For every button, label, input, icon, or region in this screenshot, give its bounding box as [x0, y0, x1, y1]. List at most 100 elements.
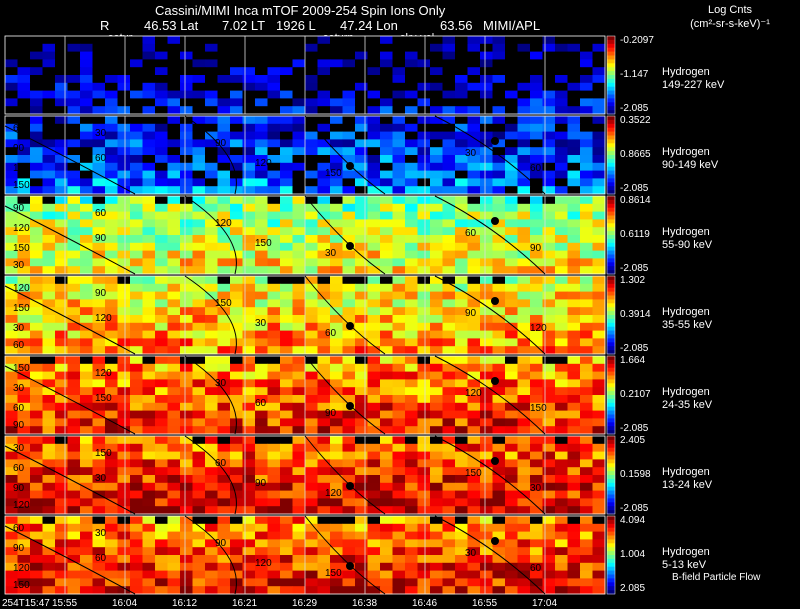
heatmap-cell — [67, 59, 81, 68]
heatmap-cell — [92, 482, 106, 491]
heatmap-cell — [192, 131, 206, 140]
heatmap-cell — [392, 242, 406, 251]
heatmap-cell — [442, 131, 456, 140]
heatmap-cell — [180, 67, 193, 76]
heatmap-cell — [480, 283, 493, 292]
heatmap-cell — [180, 266, 193, 275]
heatmap-cell — [405, 322, 418, 331]
heatmap-cell — [242, 346, 256, 355]
colorbar-swatch — [607, 151, 615, 156]
heatmap-cell — [467, 291, 481, 300]
heatmap-cell — [280, 283, 293, 292]
heatmap-cell — [155, 211, 168, 220]
heatmap-cell — [480, 227, 493, 236]
heatmap-cell — [155, 315, 168, 324]
heatmap-cell — [130, 123, 143, 132]
heatmap-cell — [280, 186, 293, 195]
colorbar-swatch — [607, 106, 615, 111]
heatmap-cell — [430, 59, 443, 68]
heatmap-cell — [5, 147, 18, 156]
heatmap-cell — [42, 283, 56, 292]
heatmap-cell — [305, 211, 318, 220]
heatmap-cell — [380, 98, 393, 107]
heatmap-cell — [5, 387, 18, 396]
heatmap-cell — [392, 36, 406, 45]
heatmap-cell — [405, 131, 418, 140]
heatmap-cell — [480, 106, 493, 115]
heatmap-cell — [530, 346, 543, 355]
heatmap-cell — [280, 418, 293, 427]
heatmap-cell — [117, 211, 131, 220]
heatmap-cell — [342, 131, 356, 140]
colorbar-swatch — [607, 36, 615, 41]
heatmap-cell — [130, 555, 143, 564]
heatmap-cell — [380, 178, 393, 187]
heatmap-cell — [342, 467, 356, 476]
heatmap-cell — [480, 426, 493, 435]
heatmap-cell — [380, 250, 393, 259]
heatmap-cell — [105, 59, 118, 68]
heatmap-cell — [367, 211, 381, 220]
heatmap-cell — [555, 523, 568, 532]
heatmap-cell — [30, 147, 43, 156]
heatmap-cell — [592, 523, 606, 532]
heatmap-cell — [230, 363, 243, 372]
heatmap-cell — [592, 570, 606, 579]
heatmap-cell — [242, 482, 256, 491]
heatmap-cell — [580, 346, 593, 355]
heatmap-cell — [592, 539, 606, 548]
heatmap-cell — [442, 90, 456, 99]
heatmap-cell — [580, 59, 593, 68]
heatmap-cell — [130, 490, 143, 499]
heatmap-cell — [442, 578, 456, 587]
heatmap-cell — [67, 90, 81, 99]
heatmap-cell — [492, 426, 506, 435]
colorbar-frame — [606, 275, 616, 355]
heatmap-cell — [180, 516, 193, 525]
heatmap-cell — [92, 338, 106, 347]
heatmap-cell — [480, 250, 493, 259]
heatmap-cell — [130, 139, 143, 148]
heatmap-cell — [155, 418, 168, 427]
heatmap-cell — [192, 467, 206, 476]
heatmap-cell — [30, 155, 43, 164]
heatmap-cell — [5, 467, 18, 476]
heatmap-cell — [267, 451, 281, 460]
heatmap-cell — [242, 459, 256, 468]
heatmap-cell — [555, 338, 568, 347]
colorbar-max: 1.302 — [620, 275, 646, 286]
heatmap-cell — [205, 178, 218, 187]
heatmap-cell — [342, 299, 356, 308]
colorbar-swatch — [607, 123, 615, 129]
heatmap-cell — [117, 387, 131, 396]
heatmap-cell — [105, 506, 118, 515]
heatmap-cell — [267, 506, 281, 515]
heatmap-cell — [542, 106, 556, 115]
heatmap-cell — [492, 315, 506, 324]
heatmap-cell — [192, 67, 206, 76]
heatmap-cell — [192, 106, 206, 115]
heatmap-cell — [42, 242, 56, 251]
heatmap-cell — [55, 578, 68, 587]
colorbar-frame — [606, 115, 616, 195]
heatmap-cell — [430, 379, 443, 388]
heatmap-cell — [530, 570, 543, 579]
colorbar-swatch — [607, 47, 615, 53]
heatmap-cell — [530, 196, 543, 205]
heatmap-cell — [355, 402, 368, 411]
heatmap-cell — [580, 51, 593, 60]
heatmap-cell — [542, 211, 556, 220]
heatmap-cell — [430, 266, 443, 275]
heatmap-cell — [305, 98, 318, 107]
heatmap-cell — [430, 307, 443, 316]
heatmap-cell — [292, 531, 306, 540]
heatmap-cell — [355, 51, 368, 60]
heatmap-cell — [392, 291, 406, 300]
heatmap-cell — [55, 291, 68, 300]
heatmap-cell — [230, 51, 243, 60]
heatmap-cell — [455, 482, 468, 491]
heatmap-cell — [380, 90, 393, 99]
heatmap-cell — [230, 227, 243, 236]
heatmap-cell — [117, 162, 131, 171]
heatmap-cell — [130, 356, 143, 365]
